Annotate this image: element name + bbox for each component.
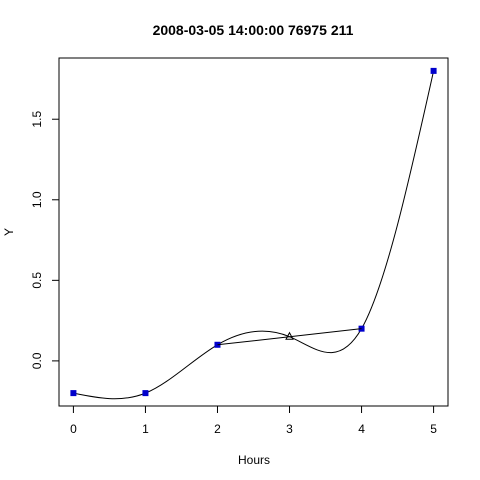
y-tick-label: 0.5	[30, 272, 44, 289]
x-axis-label: Hours	[238, 453, 270, 467]
y-tick-label: 1.0	[30, 191, 44, 208]
point-square	[70, 390, 77, 397]
x-tick-label: 5	[430, 422, 437, 436]
x-tick-label: 4	[358, 422, 365, 436]
x-tick-label: 0	[70, 422, 77, 436]
y-tick-label: 0.0	[30, 352, 44, 369]
y-tick-label: 1.5	[30, 111, 44, 128]
x-tick-label: 1	[142, 422, 149, 436]
y-axis-label: Y	[2, 228, 16, 236]
x-tick-label: 2	[214, 422, 221, 436]
point-square	[142, 390, 149, 397]
chart-title: 2008-03-05 14:00:00 76975 211	[153, 22, 354, 38]
point-square	[430, 67, 437, 74]
x-tick-label: 3	[286, 422, 293, 436]
line-segment	[217, 328, 362, 346]
point-triangle	[285, 331, 294, 340]
